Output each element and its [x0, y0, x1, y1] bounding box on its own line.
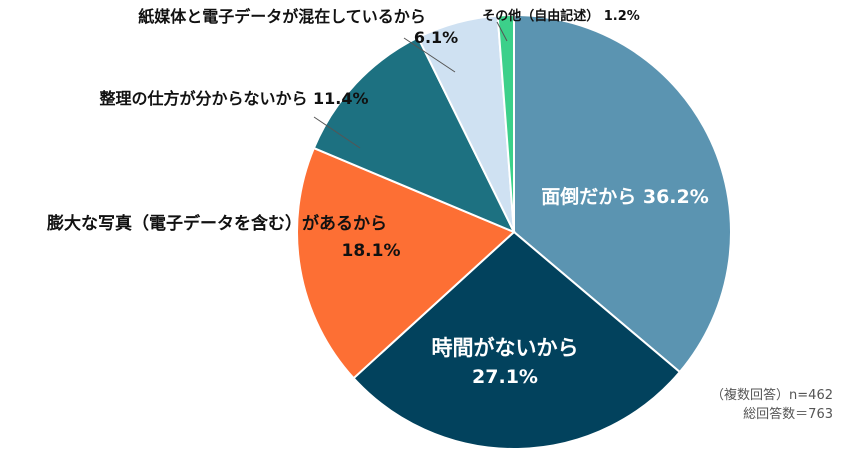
slice-label-4: 整理の仕方が分からないから 11.4% — [98, 89, 368, 108]
slice-value-3: 18.1% — [342, 241, 401, 261]
pie-slices — [296, 13, 732, 450]
leader-lines — [313, 21, 508, 149]
slice-label-2: 時間がないから — [432, 336, 579, 360]
pie-slice-3 — [296, 146, 516, 380]
slice-value-2: 27.1% — [472, 366, 538, 388]
slice-label-6: その他（自由記述） 1.2% — [482, 8, 640, 24]
slice-label-3: 膨大な写真（電子データを含む）があるから — [47, 213, 387, 234]
slice-label-5: 紙媒体と電子データが混在しているから — [138, 7, 426, 26]
response-type-note: （複数回答）n=462 — [711, 388, 833, 403]
pie-slice-2 — [352, 230, 682, 450]
pie-slice-1 — [513, 13, 732, 374]
total-responses-note: 総回答数＝763 — [743, 407, 833, 422]
leader-line-4 — [313, 116, 361, 149]
slice-value-5: 6.1% — [414, 28, 458, 47]
pie-slice-6 — [496, 13, 515, 233]
slice-labels: 面倒だから 36.2% 時間がないから 27.1% 膨大な写真（電子データを含む）があ… — [47, 7, 709, 388]
slice-label-1: 面倒だから 36.2% — [541, 185, 709, 208]
leader-line-5 — [403, 37, 456, 73]
leader-line-6 — [496, 21, 508, 42]
